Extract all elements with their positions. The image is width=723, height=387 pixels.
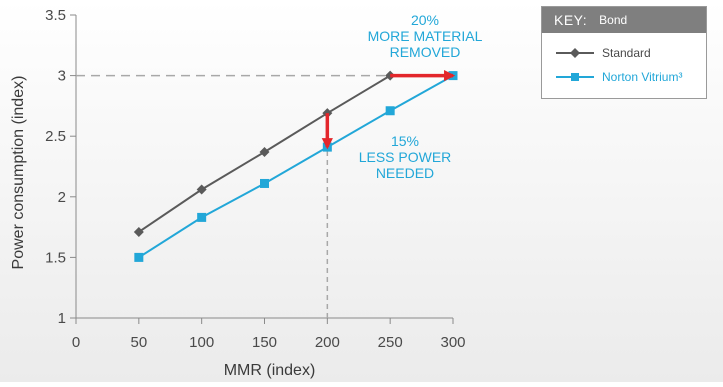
- y-axis-title: Power consumption (index): [10, 76, 27, 270]
- legend-title: KEY:: [554, 12, 588, 28]
- y-tick-label: 1: [58, 310, 66, 327]
- data-point-standard: [133, 226, 144, 237]
- annotation-line: MORE MATERIAL: [368, 28, 483, 44]
- legend-label-standard: Standard: [602, 46, 651, 60]
- x-tick-label: 0: [72, 334, 80, 351]
- annotation-line: LESS POWER: [359, 149, 452, 165]
- data-point-norton: [260, 178, 269, 188]
- x-tick-label: 200: [315, 334, 340, 351]
- legend: KEY: Bond Standard Norton Vitrium³: [541, 6, 707, 99]
- annotation-line: NEEDED: [376, 165, 434, 181]
- legend-subtitle: Bond: [599, 13, 628, 27]
- x-tick-label: 150: [252, 334, 277, 351]
- annotation-line: REMOVED: [390, 44, 461, 60]
- square-marker-icon: [556, 73, 594, 81]
- x-axis-title: MMR (index): [224, 362, 316, 379]
- legend-header: KEY: Bond: [542, 7, 706, 33]
- data-point-standard: [259, 146, 270, 157]
- x-tick-label: 100: [189, 334, 214, 351]
- series-line-norton: [138, 74, 454, 259]
- data-point-norton: [134, 252, 144, 262]
- y-tick-label: 3.5: [45, 7, 66, 24]
- x-tick-label: 50: [130, 334, 147, 351]
- annotation-line: 20%: [411, 12, 439, 28]
- data-point-norton: [385, 106, 395, 116]
- annotation-line: 15%: [391, 133, 419, 149]
- y-tick-label: 3: [58, 68, 66, 85]
- legend-label-norton: Norton Vitrium³: [602, 70, 683, 84]
- y-tick-label: 1.5: [45, 249, 66, 266]
- y-tick-label: 2: [58, 189, 66, 206]
- x-tick-label: 300: [440, 334, 465, 351]
- x-tick-label: 250: [378, 334, 403, 351]
- diamond-marker-icon: [556, 48, 594, 58]
- legend-item-norton: Norton Vitrium³: [542, 65, 706, 89]
- y-tick-label: 2.5: [45, 128, 66, 145]
- data-point-norton: [197, 212, 207, 222]
- legend-item-standard: Standard: [542, 41, 706, 65]
- data-point-standard: [196, 184, 207, 195]
